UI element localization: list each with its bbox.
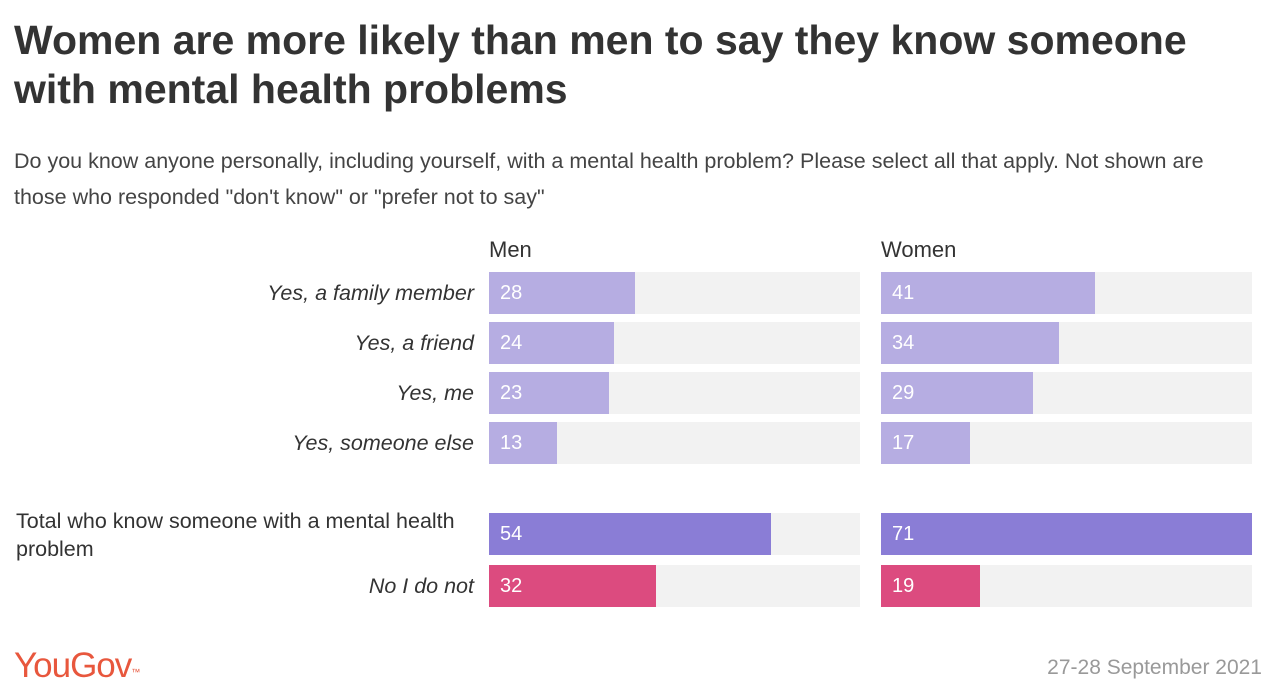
bar-women <box>881 513 1252 555</box>
bar-track: 34 <box>881 322 1252 364</box>
bar-track: 23 <box>489 372 860 414</box>
category-label: Total who know someone with a mental hea… <box>16 509 455 561</box>
page-title: Women are more likely than men to say th… <box>14 17 1187 112</box>
category-label: Yes, a family member <box>267 281 474 305</box>
data-label: 34 <box>892 332 915 354</box>
survey-date: 27-28 September 2021 <box>1047 656 1262 679</box>
bar-track: 24 <box>489 322 860 364</box>
bar-track: 17 <box>881 422 1252 464</box>
bar-track: 71 <box>881 513 1252 555</box>
data-label: 17 <box>892 432 915 454</box>
page-subtitle: Do you know anyone personally, including… <box>14 149 1204 209</box>
bar-women <box>881 372 1033 414</box>
bar-track: 29 <box>881 372 1252 414</box>
data-label: 29 <box>892 382 915 404</box>
data-label: 23 <box>500 382 523 404</box>
data-label: 54 <box>500 523 523 545</box>
bar-women <box>881 422 970 464</box>
bar-men <box>489 272 636 314</box>
bar-track: 13 <box>489 422 860 464</box>
bar-men <box>489 422 557 464</box>
data-label: 32 <box>500 575 523 597</box>
category-label: Yes, a friend <box>354 331 474 355</box>
data-label: 13 <box>500 432 523 454</box>
bar-men <box>489 513 772 555</box>
bar-men <box>489 322 615 364</box>
bar-women <box>881 565 981 607</box>
data-label: 41 <box>892 282 915 304</box>
bar-track: 28 <box>489 272 860 314</box>
bar-men <box>489 372 610 414</box>
panel-label-women: Women <box>881 237 957 262</box>
yougov-logo: YouGov™ <box>14 646 141 685</box>
data-label: 71 <box>892 523 915 545</box>
panel-label-men: Men <box>489 237 532 262</box>
bar-track: 19 <box>881 565 1252 607</box>
bar-track: 41 <box>881 272 1252 314</box>
bar-track: 32 <box>489 565 860 607</box>
category-label: No I do not <box>368 574 474 598</box>
bar-track: 54 <box>489 513 860 555</box>
data-label: 19 <box>892 575 915 597</box>
bar-women <box>881 272 1096 314</box>
category-label: Yes, someone else <box>292 431 474 455</box>
category-label: Yes, me <box>396 381 474 405</box>
data-label: 28 <box>500 282 523 304</box>
bar-women <box>881 322 1059 364</box>
data-label: 24 <box>500 332 523 354</box>
bar-men <box>489 565 657 607</box>
